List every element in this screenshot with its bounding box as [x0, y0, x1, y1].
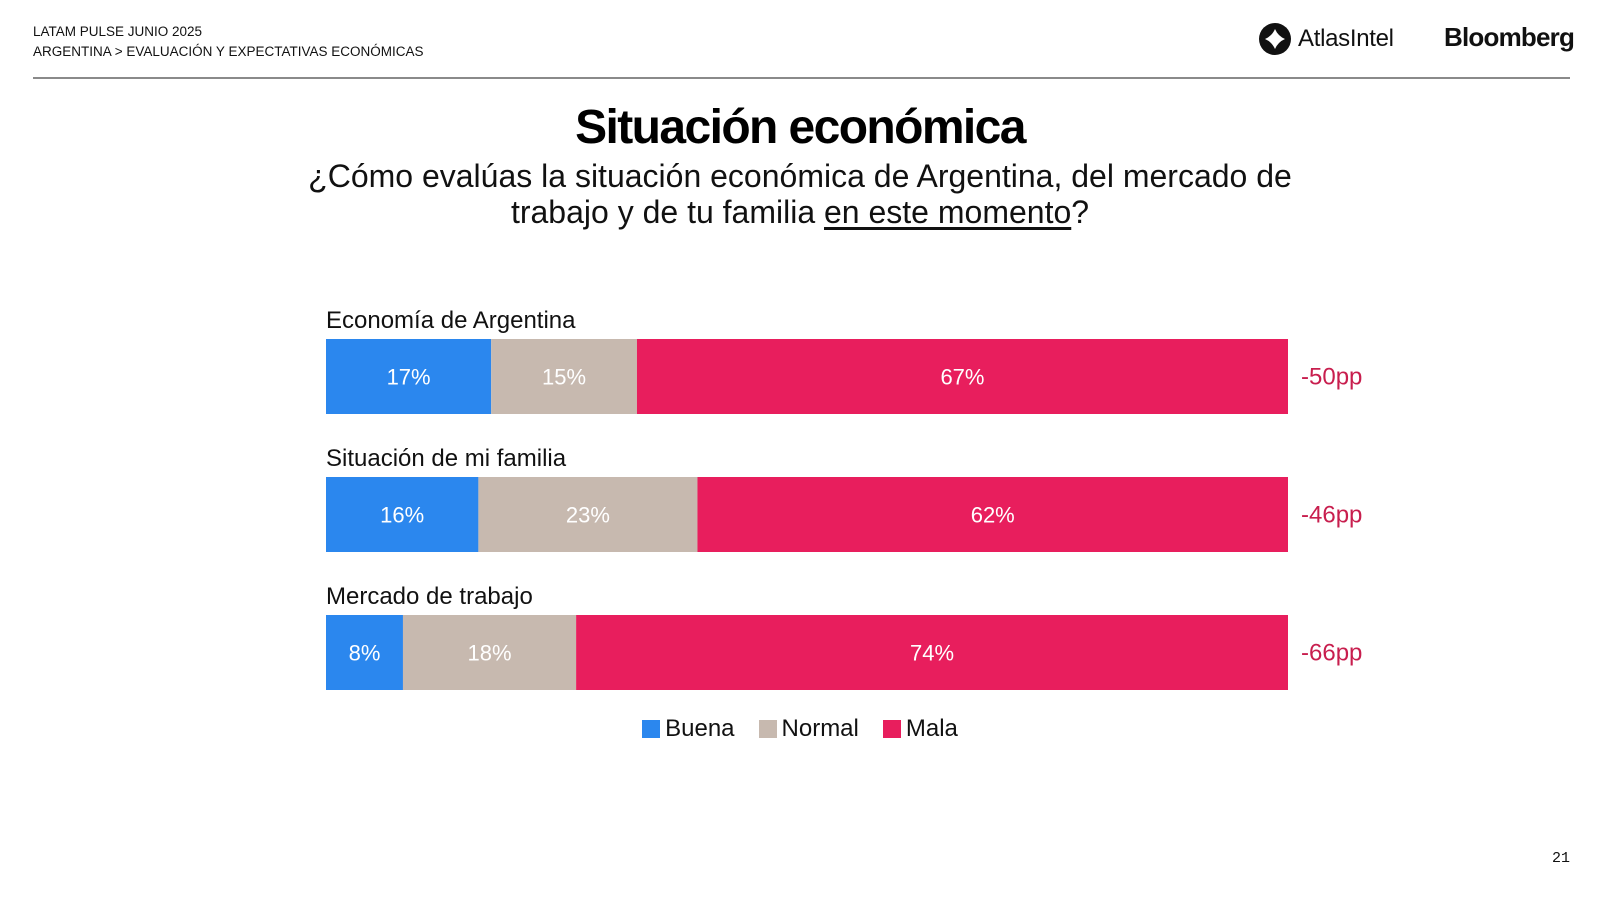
atlasintel-mark-icon [1259, 23, 1291, 55]
chart-legend: Buena Normal Mala [0, 715, 1600, 743]
legend-item-mala: Mala [882, 715, 958, 743]
data-label-buena-economia-de-argentina: 17% [387, 365, 431, 390]
subtitle-emphasis: en este momento [824, 194, 1072, 230]
bar-normal-situacion-de-mi-familia [478, 477, 698, 552]
category-label-situacion-de-mi-familia: Situación de mi familia [326, 445, 567, 472]
data-label-normal-situacion-de-mi-familia: 23% [566, 503, 610, 528]
bar-buena-situacion-de-mi-familia [326, 477, 479, 552]
category-label-economia-de-argentina: Economía de Argentina [326, 307, 576, 334]
bar-normal-economia-de-argentina [491, 339, 637, 414]
data-label-mala-mercado-de-trabajo: 74% [910, 641, 954, 666]
bar-normal-mercado-de-trabajo [402, 615, 577, 690]
header-survey-title: LATAM PULSE JUNIO 2025 [33, 24, 203, 39]
legend-item-buena: Buena [642, 715, 735, 743]
header-breadcrumb: LATAM PULSE JUNIO 2025 ARGENTINA > EVALU… [33, 22, 423, 62]
subtitle-text: ¿Cómo evalúas la situación económica de … [308, 158, 1292, 230]
net-score-situacion-de-mi-familia: -46pp [1301, 502, 1362, 529]
header-section-path: ARGENTINA > EVALUACIÓN Y EXPECTATIVAS EC… [33, 44, 424, 59]
legend-swatch-mala [882, 720, 901, 738]
legend-label-buena: Buena [665, 715, 735, 742]
legend-swatch-buena [642, 720, 661, 738]
bar-mala-economia-de-argentina [636, 339, 1288, 414]
legend-swatch-normal [758, 720, 777, 738]
page-number: 21 [1551, 850, 1570, 867]
bar-buena-mercado-de-trabajo [326, 615, 403, 690]
page-title: Situación económica [575, 101, 1026, 154]
legend-item-normal: Normal [758, 715, 859, 743]
atlasintel-logo-text: AtlasIntel [1298, 25, 1394, 52]
header-divider [33, 77, 1570, 79]
data-label-buena-situacion-de-mi-familia: 16% [380, 503, 424, 528]
atlasintel-logo: AtlasIntel [1258, 22, 1394, 56]
data-label-normal-mercado-de-trabajo: 18% [468, 641, 512, 666]
bar-buena-economia-de-argentina [326, 339, 492, 414]
data-label-buena-mercado-de-trabajo: 8% [349, 641, 381, 666]
legend-label-normal: Normal [781, 715, 859, 742]
bloomberg-logo: Bloomberg [1444, 22, 1575, 52]
data-label-mala-economia-de-argentina: 67% [940, 365, 984, 390]
subtitle-end: ? [1071, 194, 1090, 230]
net-score-economia-de-argentina: -50pp [1301, 364, 1362, 391]
data-label-mala-situacion-de-mi-familia: 62% [971, 503, 1015, 528]
bar-mala-mercado-de-trabajo [576, 615, 1288, 690]
page-subtitle: ¿Cómo evalúas la situación económica de … [300, 158, 1300, 230]
net-score-mercado-de-trabajo: -66pp [1301, 640, 1362, 667]
legend-label-mala: Mala [905, 715, 958, 742]
data-label-normal-economia-de-argentina: 15% [542, 365, 586, 390]
bar-mala-situacion-de-mi-familia [697, 477, 1288, 552]
category-label-mercado-de-trabajo: Mercado de trabajo [326, 583, 533, 610]
